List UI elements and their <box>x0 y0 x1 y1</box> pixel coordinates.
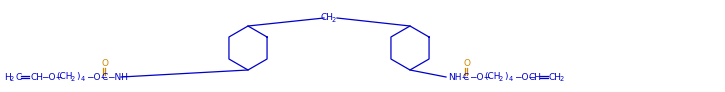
Text: 2: 2 <box>71 76 75 82</box>
Text: −O−: −O− <box>469 72 491 82</box>
Text: 2: 2 <box>10 76 14 82</box>
Text: −O−: −O− <box>514 72 536 82</box>
Text: (CH: (CH <box>56 72 72 82</box>
Text: CH: CH <box>30 72 43 82</box>
Text: −O−: −O− <box>86 72 108 82</box>
Text: (CH: (CH <box>484 72 500 82</box>
Text: C: C <box>15 72 21 82</box>
Text: H: H <box>4 72 11 82</box>
Text: ): ) <box>504 72 507 82</box>
Text: NH−: NH− <box>448 72 469 82</box>
Text: O: O <box>464 60 471 69</box>
Text: CH: CH <box>321 14 334 23</box>
Text: C: C <box>463 72 469 82</box>
Text: −O−: −O− <box>41 72 63 82</box>
Text: 2: 2 <box>332 17 336 23</box>
Text: C: C <box>101 72 107 82</box>
Text: 2: 2 <box>560 76 564 82</box>
Text: ): ) <box>76 72 80 82</box>
Text: O: O <box>102 60 109 69</box>
Text: 4: 4 <box>81 76 86 82</box>
Text: 2: 2 <box>499 76 503 82</box>
Text: 4: 4 <box>509 76 513 82</box>
Text: CH: CH <box>529 72 542 82</box>
Text: −NH: −NH <box>107 72 128 82</box>
Text: CH: CH <box>549 72 562 82</box>
